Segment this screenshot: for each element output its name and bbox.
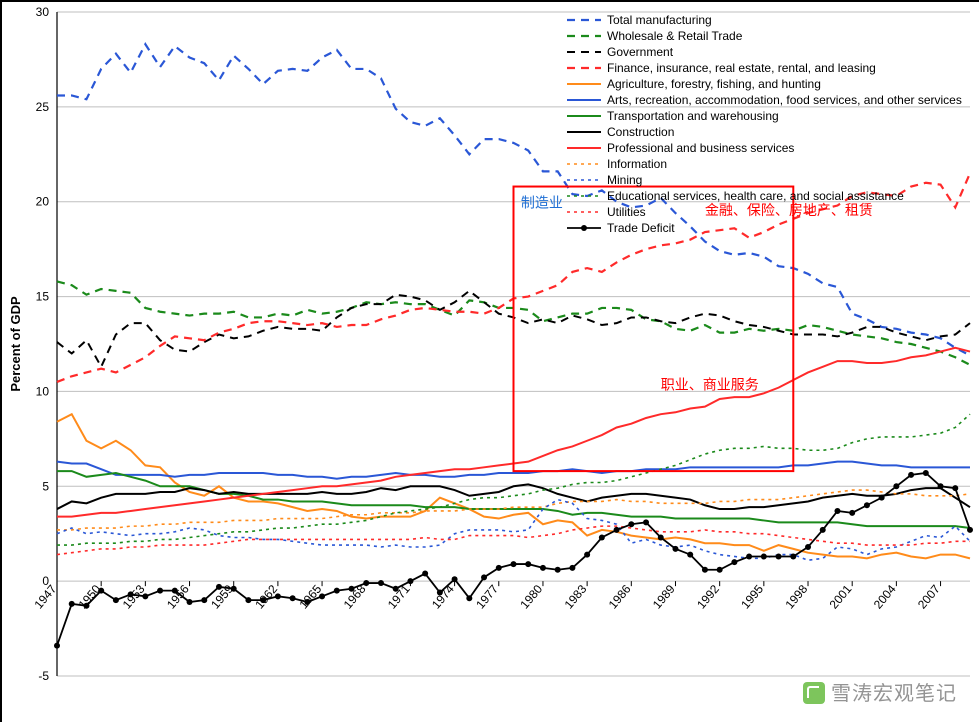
- svg-text:Educational services, health c: Educational services, health care, and s…: [607, 189, 904, 203]
- source-watermark: 雪涛宏观笔记: [803, 677, 957, 706]
- svg-text:Percent of GDP: Percent of GDP: [8, 296, 23, 392]
- svg-text:20: 20: [36, 195, 50, 209]
- svg-text:Government: Government: [607, 45, 674, 59]
- chart-container: -505101520253019471950195319561959196219…: [0, 0, 979, 722]
- svg-text:10: 10: [36, 384, 50, 398]
- svg-text:Information: Information: [607, 157, 667, 171]
- svg-text:Finance, insurance, real estat: Finance, insurance, real estate, rental,…: [607, 61, 876, 75]
- watermark-text: 雪涛宏观笔记: [831, 683, 957, 705]
- svg-text:5: 5: [42, 479, 49, 493]
- gdp-share-line-chart: -505101520253019471950195319561959196219…: [2, 2, 979, 724]
- svg-text:-5: -5: [38, 669, 49, 683]
- svg-text:制造业: 制造业: [521, 194, 563, 210]
- svg-text:职业、商业服务: 职业、商业服务: [661, 377, 759, 393]
- svg-text:Agriculture, forestry, fishing: Agriculture, forestry, fishing, and hunt…: [607, 77, 821, 91]
- svg-text:Trade Deficit: Trade Deficit: [607, 221, 675, 235]
- svg-text:Transportation and warehousing: Transportation and warehousing: [607, 109, 779, 123]
- wechat-icon: [803, 682, 825, 704]
- svg-text:Arts, recreation, accommodatio: Arts, recreation, accommodation, food se…: [607, 93, 962, 107]
- svg-text:Utilities: Utilities: [607, 205, 646, 219]
- svg-text:Wholesale & Retail Trade: Wholesale & Retail Trade: [607, 29, 743, 43]
- svg-text:金融、保险、房地产、租赁: 金融、保险、房地产、租赁: [705, 202, 873, 218]
- svg-text:30: 30: [36, 5, 50, 19]
- svg-text:Total manufacturing: Total manufacturing: [607, 13, 712, 27]
- svg-text:Mining: Mining: [607, 173, 642, 187]
- svg-text:15: 15: [36, 290, 50, 304]
- svg-text:Professional and business serv: Professional and business services: [607, 141, 794, 155]
- svg-text:Construction: Construction: [607, 125, 674, 139]
- svg-text:25: 25: [36, 100, 50, 114]
